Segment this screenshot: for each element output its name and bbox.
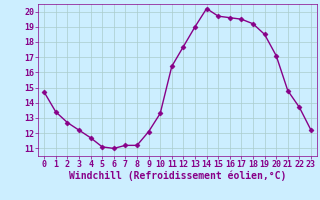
X-axis label: Windchill (Refroidissement éolien,°C): Windchill (Refroidissement éolien,°C) xyxy=(69,171,286,181)
